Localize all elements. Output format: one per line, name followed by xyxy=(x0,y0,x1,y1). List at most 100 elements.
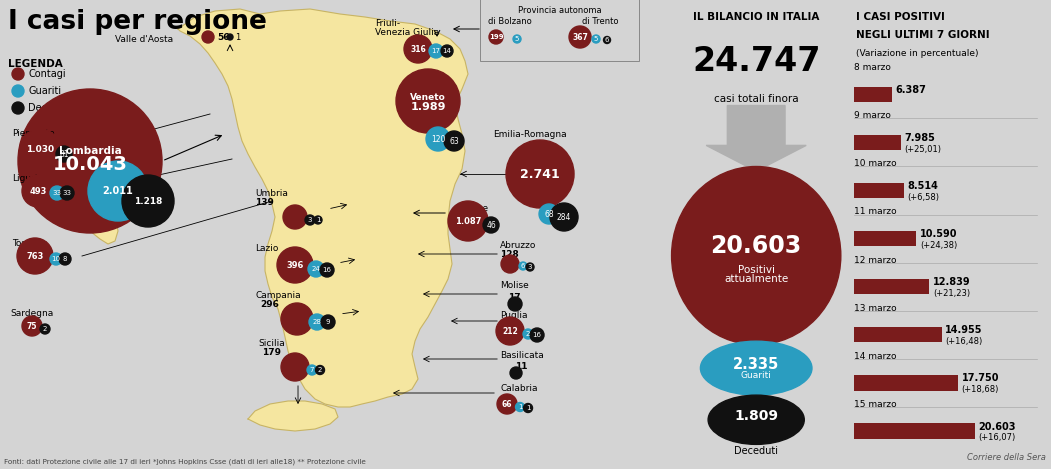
Text: I casi per regione: I casi per regione xyxy=(8,9,267,35)
Text: 763: 763 xyxy=(26,251,44,260)
Text: Venezia Giulia: Venezia Giulia xyxy=(375,28,439,37)
Ellipse shape xyxy=(88,161,148,221)
Ellipse shape xyxy=(22,175,54,207)
Text: 6.387: 6.387 xyxy=(895,85,926,95)
Ellipse shape xyxy=(305,215,315,225)
Text: 6: 6 xyxy=(521,263,526,269)
Text: (+6,58): (+6,58) xyxy=(908,193,940,202)
Ellipse shape xyxy=(308,261,324,277)
Bar xyxy=(854,423,974,439)
Ellipse shape xyxy=(283,205,307,229)
Text: 199: 199 xyxy=(489,34,503,40)
Text: 66: 66 xyxy=(501,400,512,408)
Text: 139: 139 xyxy=(255,198,274,207)
Text: 16: 16 xyxy=(533,332,541,338)
Text: Puglia: Puglia xyxy=(500,311,528,320)
Ellipse shape xyxy=(307,365,317,375)
Ellipse shape xyxy=(510,367,522,379)
Text: 2.335: 2.335 xyxy=(733,357,780,372)
Ellipse shape xyxy=(700,341,812,395)
Ellipse shape xyxy=(12,102,24,114)
Bar xyxy=(854,327,942,342)
Text: 2: 2 xyxy=(43,326,47,332)
Ellipse shape xyxy=(426,127,450,151)
Ellipse shape xyxy=(441,45,453,57)
Text: 2: 2 xyxy=(317,367,323,373)
Text: 11 marzo: 11 marzo xyxy=(854,207,898,217)
Bar xyxy=(854,183,904,198)
Polygon shape xyxy=(178,9,468,407)
Text: Umbria: Umbria xyxy=(255,189,288,198)
Text: 2.741: 2.741 xyxy=(520,167,560,181)
Ellipse shape xyxy=(281,353,309,381)
Text: Calabria: Calabria xyxy=(500,384,537,393)
Ellipse shape xyxy=(50,186,64,200)
Ellipse shape xyxy=(315,365,325,375)
Ellipse shape xyxy=(448,201,488,241)
Ellipse shape xyxy=(708,395,804,445)
Ellipse shape xyxy=(516,402,524,411)
Text: 3: 3 xyxy=(308,217,312,223)
Text: 9: 9 xyxy=(326,319,330,325)
FancyBboxPatch shape xyxy=(480,0,639,61)
Text: di Bolzano: di Bolzano xyxy=(488,17,532,26)
Ellipse shape xyxy=(321,315,335,329)
Text: 17: 17 xyxy=(432,48,440,54)
Ellipse shape xyxy=(526,263,534,271)
Ellipse shape xyxy=(523,329,533,339)
Text: 2.011: 2.011 xyxy=(103,186,133,196)
Text: 1.809: 1.809 xyxy=(735,409,778,424)
Bar xyxy=(854,375,959,391)
Text: attualmente: attualmente xyxy=(724,274,788,284)
Ellipse shape xyxy=(496,317,524,345)
Ellipse shape xyxy=(20,129,60,169)
Text: Positivi: Positivi xyxy=(738,265,775,275)
Text: 10.590: 10.590 xyxy=(920,229,957,239)
Ellipse shape xyxy=(592,35,600,43)
Bar xyxy=(854,135,901,150)
Text: 12 marzo: 12 marzo xyxy=(854,256,897,265)
Text: (Variazione in percentuale): (Variazione in percentuale) xyxy=(857,49,978,58)
Text: 14 marzo: 14 marzo xyxy=(854,352,897,361)
Text: 28: 28 xyxy=(312,319,322,325)
Text: Sardegna: Sardegna xyxy=(11,309,54,318)
Ellipse shape xyxy=(523,403,533,413)
Ellipse shape xyxy=(12,68,24,80)
Text: 11: 11 xyxy=(515,362,528,371)
Ellipse shape xyxy=(483,217,499,233)
Ellipse shape xyxy=(12,85,24,97)
Text: 2: 2 xyxy=(526,331,530,337)
Ellipse shape xyxy=(227,34,233,40)
Text: 12.839: 12.839 xyxy=(933,277,971,287)
Text: 284: 284 xyxy=(557,212,571,221)
Ellipse shape xyxy=(396,69,460,133)
Text: Decessi: Decessi xyxy=(28,103,66,113)
Text: 17.750: 17.750 xyxy=(962,373,1000,384)
Text: I CASI POSITIVI: I CASI POSITIVI xyxy=(857,12,945,22)
Text: 8.514: 8.514 xyxy=(908,181,939,191)
Text: 63: 63 xyxy=(449,136,459,145)
Text: 10.043: 10.043 xyxy=(53,154,127,174)
Ellipse shape xyxy=(569,26,591,48)
Ellipse shape xyxy=(550,203,578,231)
Text: Toscana: Toscana xyxy=(12,239,47,248)
Ellipse shape xyxy=(59,253,71,265)
Ellipse shape xyxy=(497,394,517,414)
Text: 81: 81 xyxy=(59,150,68,159)
Text: (+16,48): (+16,48) xyxy=(945,337,983,346)
Text: (+21,23): (+21,23) xyxy=(933,289,970,298)
Text: 7: 7 xyxy=(310,367,314,373)
Bar xyxy=(854,87,891,102)
Text: (+24,38): (+24,38) xyxy=(920,241,957,250)
Text: 56: 56 xyxy=(217,32,229,41)
Text: (+18,68): (+18,68) xyxy=(962,385,1000,394)
Text: 75: 75 xyxy=(26,322,37,331)
Text: 20.603: 20.603 xyxy=(710,234,802,258)
Text: Sicilia: Sicilia xyxy=(257,339,285,348)
Text: 5: 5 xyxy=(594,36,598,42)
Text: 367: 367 xyxy=(572,32,588,41)
Bar xyxy=(854,279,929,295)
Text: 212: 212 xyxy=(502,326,518,335)
Text: 1: 1 xyxy=(315,217,321,223)
Text: IL BILANCIO IN ITALIA: IL BILANCIO IN ITALIA xyxy=(693,12,820,22)
